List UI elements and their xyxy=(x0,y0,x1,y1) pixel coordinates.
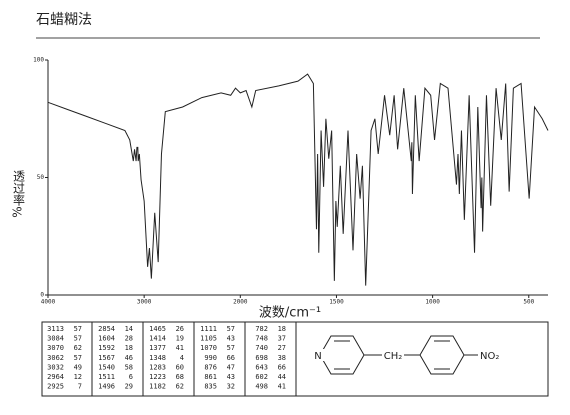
peak-transmittance: 7 xyxy=(78,383,82,391)
peak-transmittance: 68 xyxy=(176,373,184,381)
x-axis-label: 波数/cm⁻¹ xyxy=(259,306,321,321)
peak-transmittance: 58 xyxy=(125,363,133,371)
peak-wavenumber: 2854 xyxy=(98,325,115,333)
peak-wavenumber: 602 xyxy=(255,373,268,381)
peak-wavenumber: 698 xyxy=(255,354,268,362)
peak-wavenumber: 3062 xyxy=(47,354,64,362)
peak-transmittance: 28 xyxy=(125,335,133,343)
y-tick-label: 0 xyxy=(40,292,44,299)
peak-transmittance: 41 xyxy=(176,344,184,352)
peak-transmittance: 12 xyxy=(74,373,82,381)
y-axis-unit: % xyxy=(11,206,25,217)
peak-transmittance: 27 xyxy=(278,344,286,352)
linker: CH₂ xyxy=(384,351,403,362)
peak-wavenumber: 1511 xyxy=(98,373,115,381)
structure xyxy=(319,335,478,375)
x-tick-label: 1000 xyxy=(425,299,440,306)
peak-transmittance: 43 xyxy=(227,335,235,343)
peak-transmittance: 66 xyxy=(227,354,235,362)
peak-wavenumber: 835 xyxy=(204,383,217,391)
peak-transmittance: 38 xyxy=(278,354,286,362)
y-tick-label: 100 xyxy=(33,57,44,64)
peak-transmittance: 57 xyxy=(74,335,82,343)
peak-wavenumber: 1070 xyxy=(200,344,217,352)
ring-atom: N xyxy=(314,351,321,362)
peak-transmittance: 18 xyxy=(125,344,133,352)
peak-wavenumber: 1496 xyxy=(98,383,115,391)
peak-wavenumber: 1465 xyxy=(149,325,166,333)
peak-wavenumber: 498 xyxy=(255,383,268,391)
peak-table-frame xyxy=(41,321,549,397)
peak-wavenumber: 3070 xyxy=(47,344,64,352)
peak-transmittance: 57 xyxy=(74,354,82,362)
peak-transmittance: 32 xyxy=(227,383,235,391)
y-tick-label: 50 xyxy=(37,174,45,181)
peak-wavenumber: 1377 xyxy=(149,344,166,352)
peak-wavenumber: 1223 xyxy=(149,373,166,381)
chart-title: 石蜡糊法 xyxy=(36,12,92,28)
peak-wavenumber: 1414 xyxy=(149,335,166,343)
spectrum-line xyxy=(47,73,549,286)
peak-wavenumber: 861 xyxy=(204,373,217,381)
peak-wavenumber: 1283 xyxy=(149,363,166,371)
peak-transmittance: 49 xyxy=(74,363,82,371)
peak-transmittance: 62 xyxy=(74,344,82,352)
peak-transmittance: 19 xyxy=(176,335,184,343)
peak-transmittance: 14 xyxy=(125,325,133,333)
peak-transmittance: 62 xyxy=(176,383,184,391)
peak-transmittance: 43 xyxy=(227,373,235,381)
label-bg xyxy=(312,349,324,361)
peak-wavenumber: 2964 xyxy=(47,373,64,381)
peak-transmittance: 37 xyxy=(278,335,286,343)
peak-wavenumber: 1604 xyxy=(98,335,115,343)
substituent: NO₂ xyxy=(480,351,499,362)
peak-wavenumber: 2925 xyxy=(47,383,64,391)
peak-wavenumber: 782 xyxy=(255,325,268,333)
peak-wavenumber: 876 xyxy=(204,363,217,371)
peak-wavenumber: 1592 xyxy=(98,344,115,352)
x-tick-label: 2000 xyxy=(233,299,248,306)
peak-transmittance: 6 xyxy=(129,373,133,381)
peak-wavenumber: 3113 xyxy=(47,325,64,333)
peak-transmittance: 4 xyxy=(180,354,184,362)
peak-wavenumber: 3084 xyxy=(47,335,64,343)
pyridine-ring xyxy=(319,335,365,375)
peak-transmittance: 41 xyxy=(278,383,286,391)
peak-wavenumber: 748 xyxy=(255,335,268,343)
x-tick-label: 1500 xyxy=(329,299,344,306)
peak-wavenumber: 1182 xyxy=(149,383,166,391)
peak-transmittance: 57 xyxy=(227,325,235,333)
peak-wavenumber: 1348 xyxy=(149,354,166,362)
peak-transmittance: 46 xyxy=(125,354,133,362)
x-tick-label: 4000 xyxy=(41,299,56,306)
x-tick-label: 3000 xyxy=(137,299,152,306)
peak-wavenumber: 1540 xyxy=(98,363,115,371)
peak-transmittance: 60 xyxy=(176,363,184,371)
peak-wavenumber: 990 xyxy=(204,354,217,362)
benzene-ring xyxy=(419,335,465,375)
peak-wavenumber: 3032 xyxy=(47,363,64,371)
peak-transmittance: 57 xyxy=(74,325,82,333)
peak-wavenumber: 1567 xyxy=(98,354,115,362)
peak-wavenumber: 1105 xyxy=(200,335,217,343)
peak-transmittance: 57 xyxy=(227,344,235,352)
peak-wavenumber: 643 xyxy=(255,363,268,371)
peak-transmittance: 29 xyxy=(125,383,133,391)
peak-transmittance: 26 xyxy=(176,325,184,333)
peak-wavenumber: 1111 xyxy=(200,325,217,333)
peak-transmittance: 66 xyxy=(278,363,286,371)
peak-wavenumber: 740 xyxy=(255,344,268,352)
peak-transmittance: 44 xyxy=(278,373,286,381)
peak-transmittance: 18 xyxy=(278,325,286,333)
peak-transmittance: 47 xyxy=(227,363,235,371)
y-axis-label: 透过率 xyxy=(12,170,26,206)
x-tick-label: 500 xyxy=(523,299,534,306)
